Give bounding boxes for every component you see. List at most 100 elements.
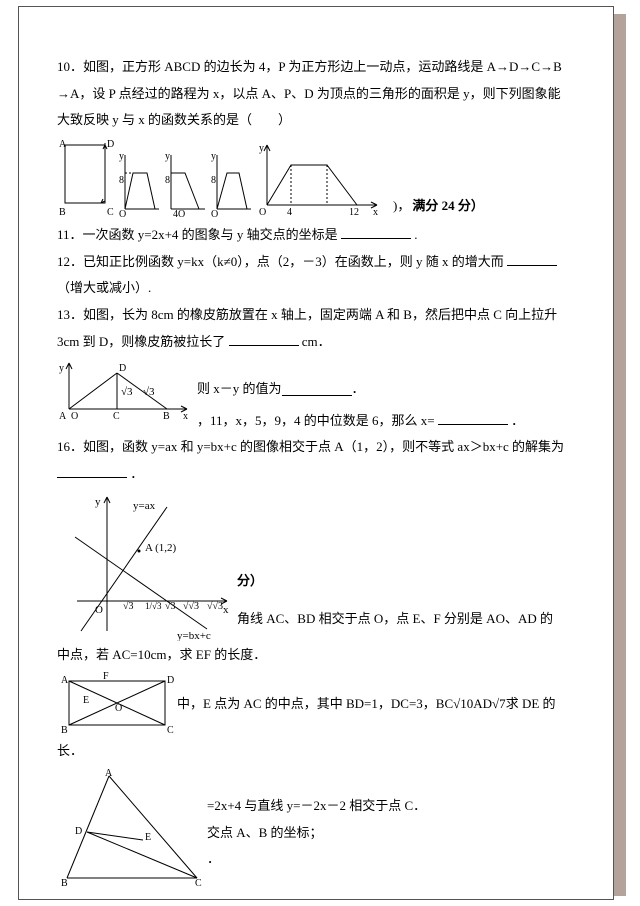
rect-sqrt1: √10 [453, 696, 473, 711]
svg-text:A: A [105, 768, 113, 779]
svg-text:y: y [59, 363, 64, 374]
q13-figure: y D A O C B x √3 √3 [57, 359, 197, 421]
svg-text:y=ax: y=ax [133, 500, 156, 512]
svg-text:x: x [223, 604, 229, 616]
svg-text:y=bx+c: y=bx+c [177, 630, 211, 641]
q13-line2b: cm． [302, 334, 331, 349]
svg-text:D: D [75, 826, 82, 837]
page-content: 10．如图，正方形 ABCD 的边长为 4，P 为正方形边上一动点，运动路线是 … [18, 6, 614, 900]
tri-text3: ． [207, 847, 581, 872]
svg-text:O: O [115, 703, 122, 714]
svg-text:C: C [195, 878, 202, 888]
tri-text1: =2x+4 与直线 y=－2x－2 相交于点 C． [207, 794, 581, 819]
svg-text:B: B [61, 725, 68, 736]
svg-text:√√3: √√3 [207, 601, 223, 612]
svg-text:A (1,2): A (1,2) [145, 542, 177, 554]
svg-text:A: A [59, 139, 67, 150]
svg-text:8: 8 [165, 175, 170, 186]
svg-text:y: y [165, 151, 170, 162]
q16-blank [57, 465, 127, 478]
q10-tail-plain: )， [393, 194, 410, 219]
svg-text:O: O [211, 209, 218, 219]
svg-text:F: F [103, 671, 109, 682]
q15-tail-b: ． [511, 413, 524, 428]
q10-line2: →A，设 P 点经过的路程为 x，以点 A、P、D 为顶点的三角形的面积是 y，… [57, 82, 581, 107]
rect-mid: AD [473, 696, 492, 711]
q16-figure: y y=ax y=bx+c A (1,2) O x √3 1/√3 √3 √√3… [57, 491, 237, 641]
q11-end: . [414, 227, 417, 242]
q10-graph-c: y O 8 [211, 149, 255, 219]
q10-graph-a: y O 8 [119, 149, 163, 219]
svg-text:E: E [145, 832, 151, 843]
rect-text-a: 中，E 点为 AC 的中点，其中 BD=1，DC=3，BC [177, 696, 453, 711]
svg-text:D: D [167, 675, 174, 686]
q10-line1: 10．如图，正方形 ABCD 的边长为 4，P 为正方形边上一动点，运动路线是 … [57, 55, 581, 80]
q10-tail-bold: 满分 24 分） [412, 194, 484, 219]
q15-tail-blank [438, 412, 508, 425]
q15-tail-a: ，11，x，5，9，4 的中位数是 6，那么 x= [197, 413, 435, 428]
rect-sqrt2: √7 [492, 696, 506, 711]
svg-text:√3: √3 [123, 601, 134, 612]
svg-text:1/√3: 1/√3 [145, 601, 162, 611]
q16-fig-row: y y=ax y=bx+c A (1,2) O x √3 1/√3 √3 √√3… [57, 491, 581, 641]
q10-line3: 大致反映 y 与 x 的函数关系的是（ ） [57, 108, 581, 133]
svg-text:E: E [83, 695, 89, 706]
svg-text:√√3: √√3 [183, 601, 199, 612]
q11-text: 11．一次函数 y=2x+4 的图象与 y 轴交点的坐标是 [57, 227, 338, 242]
svg-text:O: O [119, 209, 126, 219]
q10-figures: A D B C y O 8 y 4O 8 y [57, 137, 581, 219]
q15-inline-b: ． [352, 377, 365, 402]
svg-text:y: y [119, 151, 124, 162]
svg-text:8: 8 [119, 175, 124, 186]
q11-blank [341, 226, 411, 239]
svg-text:12: 12 [349, 207, 359, 218]
q15-inline-blank [282, 383, 352, 396]
q12-blank [507, 253, 557, 266]
q13-line2: 3cm 到 D，则橡皮筋被拉长了 cm． [57, 330, 581, 355]
svg-text:x: x [183, 411, 188, 421]
svg-text:√3: √3 [165, 601, 176, 612]
q15-inline-a: 则 x－y 的值为 [197, 377, 282, 402]
q16-line2: ． [57, 462, 581, 487]
svg-text:y: y [95, 496, 101, 508]
svg-text:B: B [163, 411, 170, 421]
svg-text:A: A [59, 411, 67, 421]
svg-text:B: B [61, 878, 68, 888]
svg-text:y: y [211, 151, 216, 162]
q10-graph-b: y 4O 8 [165, 149, 209, 219]
svg-text:√3: √3 [121, 386, 133, 398]
rect-text-b: 求 DE 的 [506, 696, 556, 711]
q12-text: 12．已知正比例函数 y=kx（k≠0），点（2，－3）在函数上，则 y 随 x… [57, 254, 504, 269]
svg-text:8: 8 [211, 175, 216, 186]
rect-row: A F D E O B C 中，E 点为 AC 的中点，其中 BD=1，DC=3… [57, 671, 581, 737]
q16-after2: 中点，若 AC=10cm，求 EF 的长度． [57, 643, 581, 668]
q16-line2-end: ． [130, 466, 143, 481]
q12-line2: （增大或减小）. [57, 276, 581, 301]
q16-bold-label: 分） [237, 573, 263, 588]
svg-text:D: D [119, 363, 126, 374]
svg-text:O: O [71, 411, 78, 421]
q13-line2a: 3cm 到 D，则橡皮筋被拉长了 [57, 334, 225, 349]
q12-line1: 12．已知正比例函数 y=kx（k≠0），点（2，－3）在函数上，则 y 随 x… [57, 250, 581, 275]
svg-text:B: B [59, 207, 66, 218]
svg-text:x: x [373, 207, 378, 218]
rect-figure: A F D E O B C [57, 671, 177, 737]
tri-text2: 交点 A、B 的坐标； [207, 821, 581, 846]
svg-text:√3: √3 [143, 386, 155, 398]
q16-line1: 16．如图，函数 y=ax 和 y=bx+c 的图像相交于点 A（1，2），则不… [57, 435, 581, 460]
svg-text:4: 4 [287, 207, 292, 218]
rect-line2: 长． [57, 739, 581, 764]
svg-text:O: O [95, 604, 103, 616]
svg-text:D: D [107, 139, 114, 150]
svg-text:C: C [167, 725, 174, 736]
svg-text:y: y [259, 143, 264, 154]
svg-text:C: C [113, 411, 120, 421]
tri-figure: A D E B C [57, 768, 207, 888]
svg-text:C: C [107, 207, 114, 218]
q11: 11．一次函数 y=2x+4 的图象与 y 轴交点的坐标是 . [57, 223, 581, 248]
q10-graph-d: y O 4 12 x [257, 139, 387, 219]
svg-text:4O: 4O [173, 209, 185, 219]
tri-row: A D E B C =2x+4 与直线 y=－2x－2 相交于点 C． 交点 A… [57, 768, 581, 888]
svg-text:O: O [259, 207, 266, 218]
svg-text:A: A [61, 675, 69, 686]
